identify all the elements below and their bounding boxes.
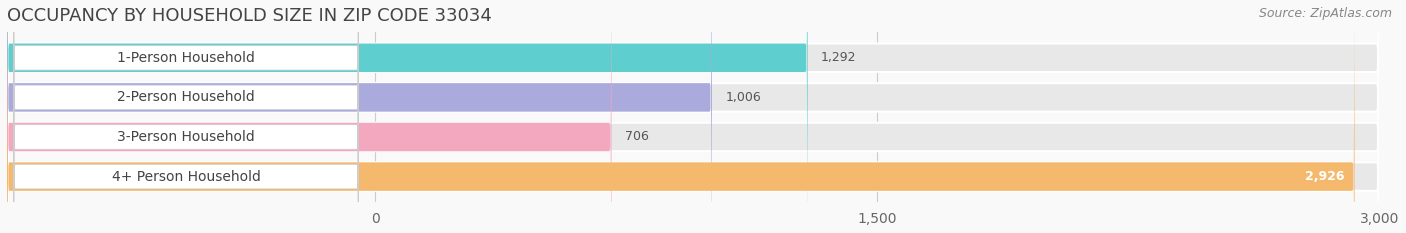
Text: 3-Person Household: 3-Person Household (117, 130, 254, 144)
FancyBboxPatch shape (14, 0, 359, 196)
FancyBboxPatch shape (7, 0, 1379, 233)
FancyBboxPatch shape (14, 38, 359, 233)
Text: 1,292: 1,292 (821, 51, 856, 64)
FancyBboxPatch shape (7, 0, 1379, 233)
Text: 1,006: 1,006 (725, 91, 761, 104)
FancyBboxPatch shape (7, 0, 1379, 233)
FancyBboxPatch shape (7, 0, 711, 233)
Text: Source: ZipAtlas.com: Source: ZipAtlas.com (1258, 7, 1392, 20)
FancyBboxPatch shape (14, 0, 359, 233)
FancyBboxPatch shape (7, 0, 1354, 233)
Text: 4+ Person Household: 4+ Person Household (111, 170, 260, 184)
Text: 2,926: 2,926 (1305, 170, 1344, 183)
Text: 706: 706 (624, 130, 648, 144)
FancyBboxPatch shape (7, 0, 807, 233)
Text: 2-Person Household: 2-Person Household (117, 90, 254, 104)
Text: 1-Person Household: 1-Person Household (117, 51, 254, 65)
FancyBboxPatch shape (7, 0, 612, 233)
FancyBboxPatch shape (7, 0, 1379, 233)
Text: OCCUPANCY BY HOUSEHOLD SIZE IN ZIP CODE 33034: OCCUPANCY BY HOUSEHOLD SIZE IN ZIP CODE … (7, 7, 492, 25)
FancyBboxPatch shape (14, 0, 359, 233)
